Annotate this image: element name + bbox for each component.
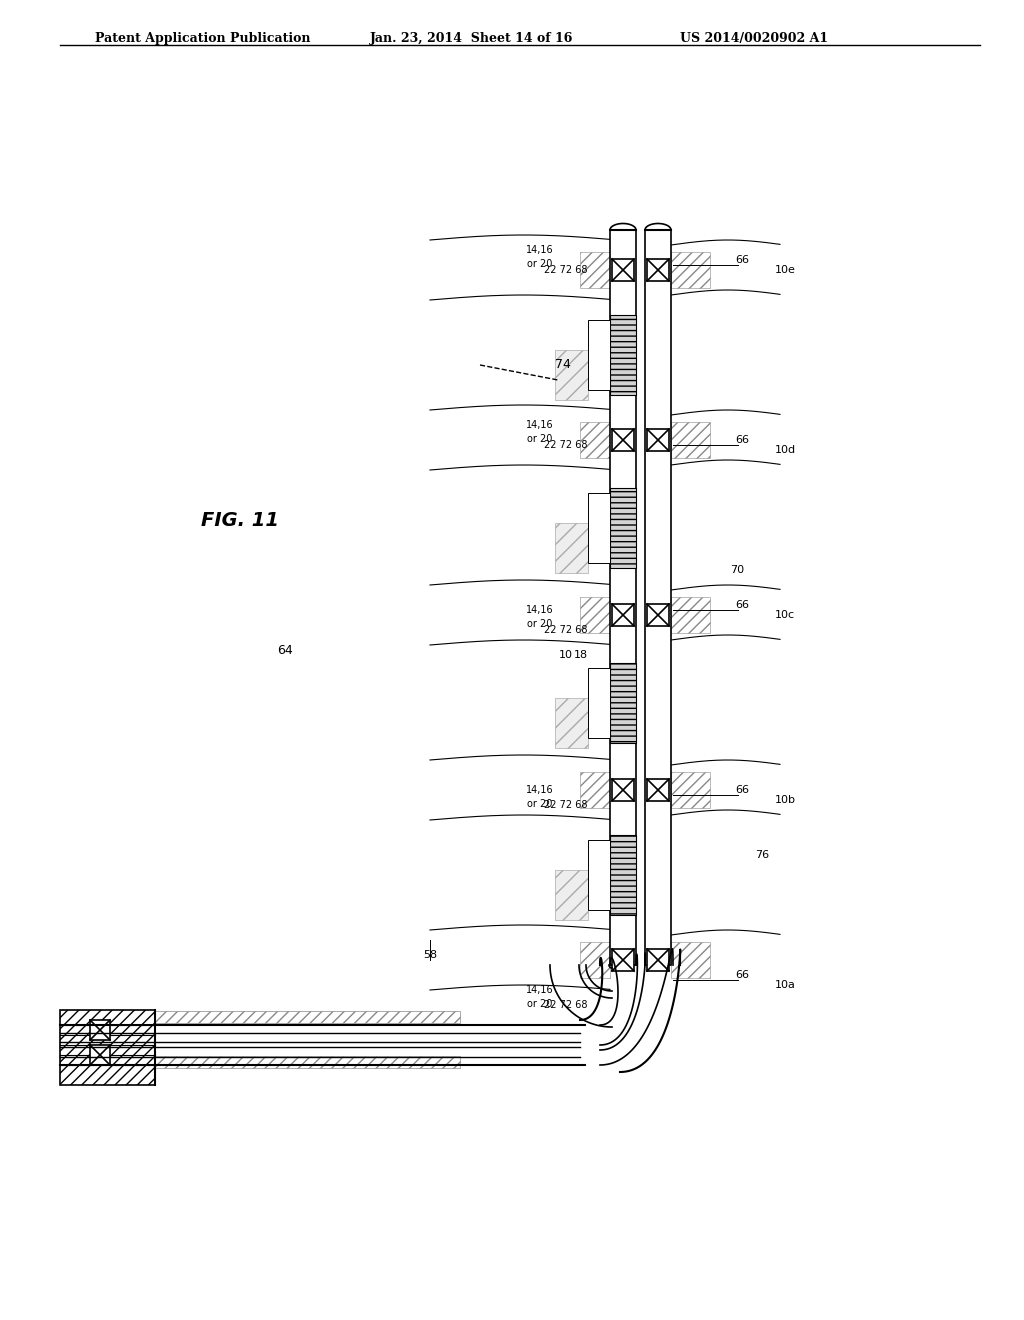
Text: 14,16: 14,16: [526, 985, 554, 995]
Text: 76: 76: [755, 850, 769, 861]
Bar: [612, 949, 634, 972]
Bar: [555, 350, 588, 400]
Bar: [647, 259, 669, 281]
Text: 60: 60: [613, 915, 627, 925]
Bar: [610, 663, 636, 742]
Text: 22 72 68: 22 72 68: [544, 1001, 588, 1010]
Bar: [588, 668, 610, 738]
Text: FIG. 11: FIG. 11: [201, 511, 279, 529]
Bar: [60, 1056, 460, 1068]
Text: 66: 66: [735, 436, 749, 445]
Text: 10: 10: [559, 649, 573, 660]
Text: 10c: 10c: [775, 610, 795, 620]
Text: 10e: 10e: [775, 265, 796, 275]
Text: 10a: 10a: [775, 979, 796, 990]
Text: 10b: 10b: [775, 795, 796, 805]
Bar: [645, 230, 671, 965]
Bar: [555, 523, 588, 573]
Bar: [612, 779, 634, 801]
Bar: [671, 597, 710, 634]
Bar: [671, 942, 710, 978]
Bar: [90, 1045, 110, 1065]
Bar: [671, 772, 710, 808]
Bar: [610, 836, 636, 915]
Text: 14,16: 14,16: [526, 605, 554, 615]
Bar: [610, 487, 636, 568]
Text: 66: 66: [735, 970, 749, 979]
Bar: [580, 597, 610, 634]
Text: 10d: 10d: [775, 445, 796, 455]
Bar: [671, 422, 710, 458]
Text: 64: 64: [278, 644, 293, 656]
Bar: [60, 1010, 155, 1085]
Bar: [612, 259, 634, 281]
Bar: [588, 319, 610, 389]
Bar: [555, 870, 588, 920]
Text: 74: 74: [555, 359, 570, 371]
Bar: [647, 779, 669, 801]
Text: or 20: or 20: [527, 999, 553, 1008]
Bar: [60, 1011, 460, 1023]
Text: 18: 18: [573, 649, 588, 660]
Bar: [580, 942, 610, 978]
Text: or 20: or 20: [527, 434, 553, 444]
Text: Patent Application Publication: Patent Application Publication: [95, 32, 310, 45]
Bar: [580, 252, 610, 288]
Text: US 2014/0020902 A1: US 2014/0020902 A1: [680, 32, 828, 45]
Text: 22 72 68: 22 72 68: [544, 624, 588, 635]
Text: 66: 66: [735, 601, 749, 610]
Bar: [612, 429, 634, 451]
Bar: [555, 697, 588, 747]
Bar: [610, 230, 636, 965]
Bar: [90, 1020, 110, 1040]
Bar: [580, 422, 610, 458]
Text: 22 72 68: 22 72 68: [544, 265, 588, 275]
Text: 22 72 68: 22 72 68: [544, 800, 588, 810]
Text: 14,16: 14,16: [526, 420, 554, 430]
Text: or 20: or 20: [527, 619, 553, 630]
Text: or 20: or 20: [527, 799, 553, 809]
Bar: [671, 252, 710, 288]
Bar: [612, 605, 634, 626]
Text: 14,16: 14,16: [526, 785, 554, 795]
Bar: [647, 429, 669, 451]
Text: 58: 58: [423, 950, 437, 960]
Text: 14,16: 14,16: [526, 246, 554, 255]
Bar: [588, 840, 610, 909]
Text: or 20: or 20: [527, 259, 553, 269]
Text: 66: 66: [735, 255, 749, 265]
Bar: [588, 492, 610, 562]
Bar: [580, 772, 610, 808]
Text: 22 72 68: 22 72 68: [544, 440, 588, 450]
Text: Jan. 23, 2014  Sheet 14 of 16: Jan. 23, 2014 Sheet 14 of 16: [370, 32, 573, 45]
Bar: [647, 605, 669, 626]
Bar: [647, 949, 669, 972]
Text: 66: 66: [735, 785, 749, 795]
Text: 70: 70: [730, 565, 744, 576]
Bar: [610, 315, 636, 395]
